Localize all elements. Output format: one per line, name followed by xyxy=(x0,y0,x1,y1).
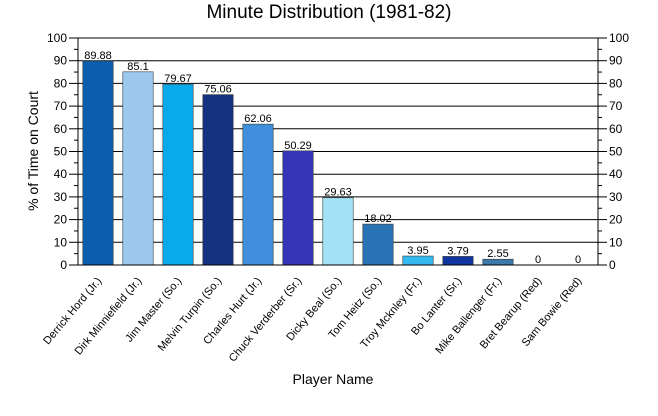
bar xyxy=(242,123,274,266)
x-tick-label: Dirk Minniefield (Jr.) xyxy=(73,275,145,357)
data-label: 89.88 xyxy=(84,50,112,62)
data-label: 0 xyxy=(535,254,541,266)
y-tick-label-left: 0 xyxy=(60,258,67,272)
y-tick-label-right: 40 xyxy=(609,167,623,181)
data-label: 50.29 xyxy=(284,140,312,152)
data-label: 3.79 xyxy=(447,245,468,257)
y-tick-label-right: 20 xyxy=(609,213,623,227)
data-label: 85.1 xyxy=(127,61,148,73)
bar xyxy=(162,83,194,266)
bar xyxy=(362,223,394,266)
bar xyxy=(82,60,114,266)
y-tick-label-right: 30 xyxy=(609,190,623,204)
y-tick-label-left: 100 xyxy=(47,31,67,45)
y-tick-label-left: 90 xyxy=(54,54,68,68)
x-tick-label: Chuck Verderber (Sr.) xyxy=(227,275,305,364)
bar xyxy=(202,94,234,266)
y-axis-title: % of Time on Court xyxy=(25,91,41,211)
y-tick-label-right: 10 xyxy=(609,235,623,249)
bar xyxy=(322,197,354,266)
y-tick-label-left: 20 xyxy=(54,213,68,227)
y-tick-label-right: 100 xyxy=(609,31,629,45)
y-tick-label-left: 10 xyxy=(54,235,68,249)
data-label: 75.06 xyxy=(204,84,232,96)
y-tick-label-right: 0 xyxy=(609,258,616,272)
data-label: 0 xyxy=(575,254,581,266)
data-label: 2.55 xyxy=(487,248,508,260)
data-label: 62.06 xyxy=(244,113,272,125)
y-tick-label-left: 80 xyxy=(54,76,68,90)
y-tick-label-left: 30 xyxy=(54,190,68,204)
y-tick-label-left: 70 xyxy=(54,99,68,113)
bar xyxy=(122,71,154,266)
y-tick-label-left: 40 xyxy=(54,167,68,181)
bar xyxy=(442,256,474,266)
bar xyxy=(282,150,314,266)
y-tick-label-left: 60 xyxy=(54,122,68,136)
y-tick-label-right: 80 xyxy=(609,76,623,90)
chart-title: Minute Distribution (1981-82) xyxy=(206,2,452,23)
data-label: 18.02 xyxy=(364,213,392,225)
y-tick-label-right: 90 xyxy=(609,54,623,68)
data-label: 3.95 xyxy=(407,245,428,257)
bar xyxy=(402,255,434,266)
y-tick-label-right: 60 xyxy=(609,122,623,136)
y-tick-label-right: 70 xyxy=(609,99,623,113)
data-label: 29.63 xyxy=(324,187,352,199)
y-tick-label-left: 50 xyxy=(54,145,68,159)
data-label: 79.67 xyxy=(164,73,192,85)
x-axis-title: Player Name xyxy=(293,371,374,387)
y-tick-label-right: 50 xyxy=(609,145,623,159)
